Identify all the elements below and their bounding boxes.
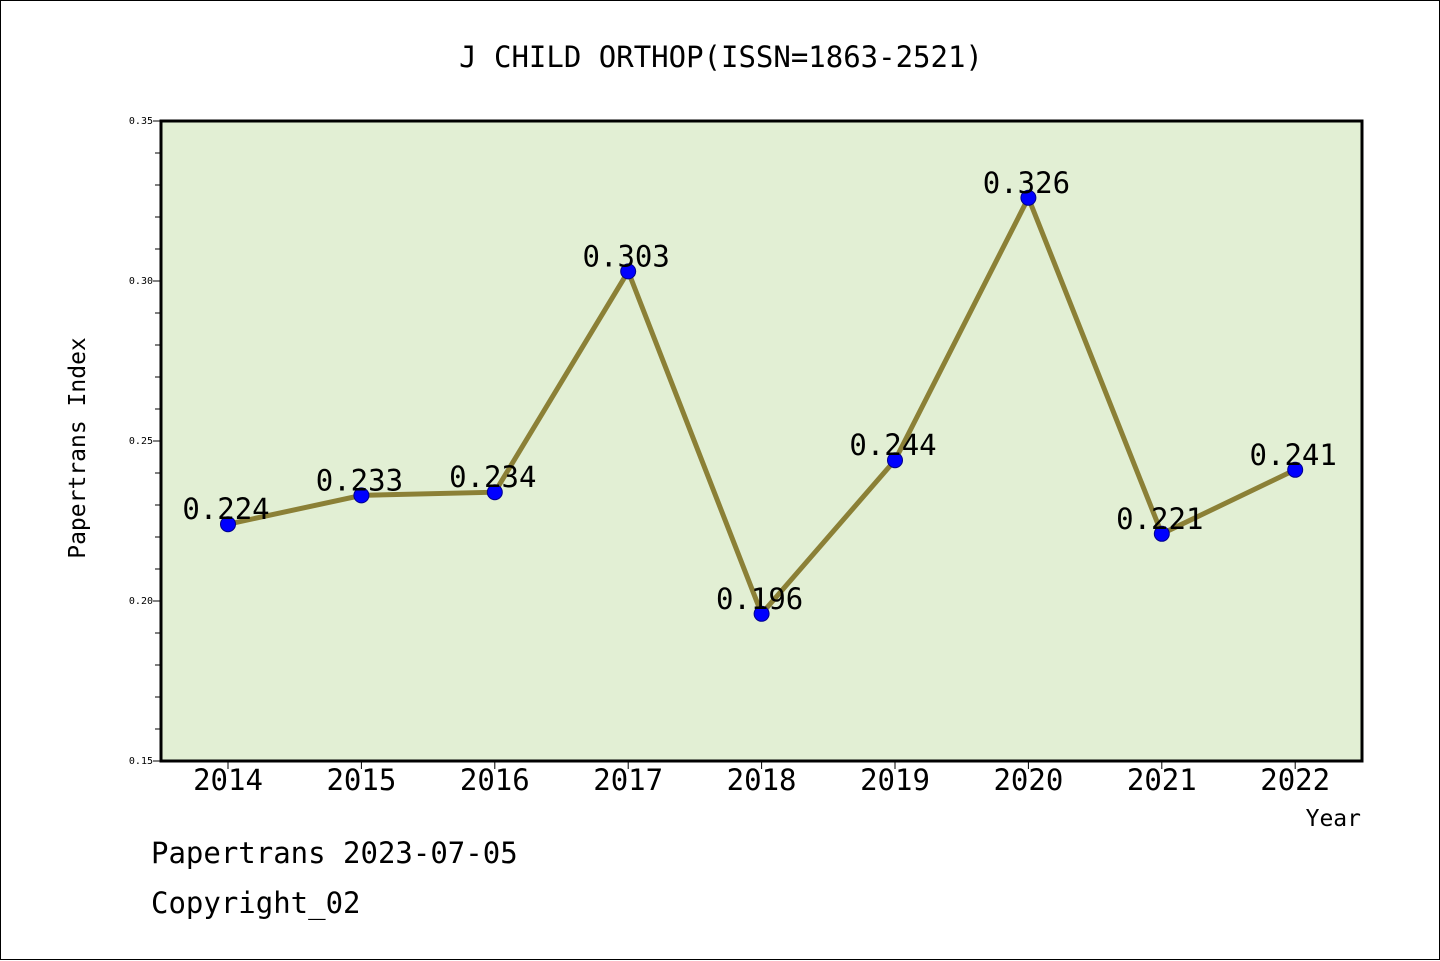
chart-title: J CHILD ORTHOP(ISSN=1863-2521) — [459, 40, 983, 74]
data-label: 0.233 — [316, 463, 403, 497]
data-point — [353, 487, 370, 504]
x-tick-label: 2014 — [193, 763, 263, 797]
data-label: 0.221 — [1116, 502, 1203, 536]
y-axis: 0.15 0.20 0.25 0.30 0.35 — [129, 116, 161, 767]
y-axis-title: Papertrans Index — [65, 337, 91, 559]
data-label: 0.224 — [182, 492, 269, 526]
y-tick-label: 0.30 — [129, 276, 153, 287]
footer-date: Papertrans 2023-07-05 — [151, 836, 518, 870]
data-point — [1287, 461, 1304, 478]
footer-copyright: Copyright_02 — [151, 886, 361, 920]
x-axis: 2014 2015 2016 2017 2018 2019 2020 2021 2022 — [193, 761, 1330, 797]
data-point — [1153, 525, 1170, 542]
data-point — [1020, 189, 1037, 206]
y-tick-label: 0.35 — [129, 116, 153, 127]
data-label: 0.244 — [849, 428, 936, 462]
data-label: 0.303 — [583, 239, 670, 273]
y-tick-label: 0.20 — [129, 596, 153, 607]
data-point — [753, 605, 770, 622]
data-point — [486, 484, 503, 501]
x-tick-label: 2020 — [993, 763, 1063, 797]
x-tick-label: 2015 — [326, 763, 396, 797]
data-label: 0.326 — [983, 166, 1070, 200]
x-tick-label: 2017 — [593, 763, 663, 797]
data-label: 0.234 — [449, 460, 536, 494]
x-tick-label: 2022 — [1260, 763, 1330, 797]
plot-area — [159, 119, 1364, 763]
data-point — [220, 516, 236, 533]
x-tick-label: 2021 — [1127, 763, 1197, 797]
data-label: 0.241 — [1250, 438, 1337, 472]
data-label: 0.196 — [716, 582, 803, 616]
data-point — [887, 452, 903, 469]
x-axis-title: Year — [1306, 806, 1361, 832]
x-tick-label: 2019 — [860, 763, 930, 797]
y-tick-label: 0.25 — [129, 436, 153, 447]
series-layer: 0.224 0.233 0.234 0.303 0.196 0.244 0.326 0.221… — [182, 166, 1337, 622]
x-tick-label: 2018 — [727, 763, 797, 797]
y-tick-label: 0.15 — [129, 756, 153, 767]
x-tick-label: 2016 — [460, 763, 530, 797]
data-point — [620, 263, 637, 280]
